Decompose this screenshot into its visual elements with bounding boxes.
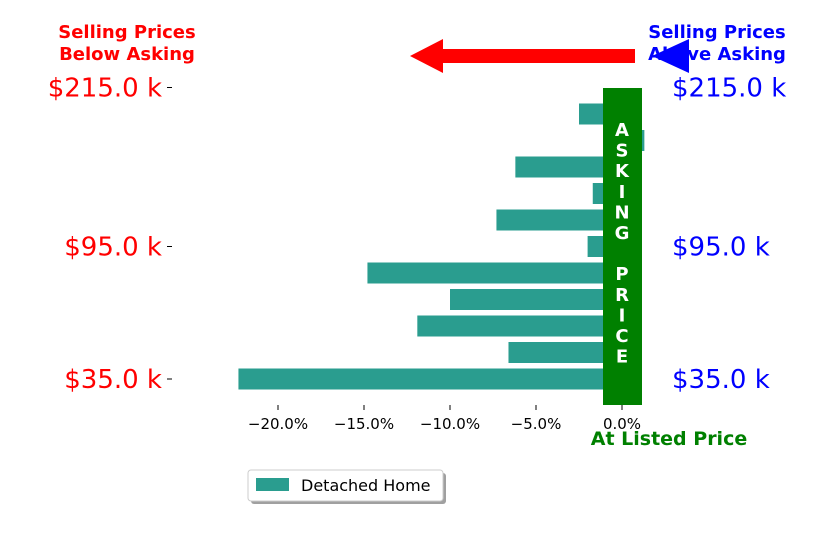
bar [496,209,622,231]
asking-price-letter: I [619,305,626,326]
asking-price-band [603,88,642,405]
asking-price-letter: R [615,285,629,306]
x-tick-label: −15.0% [334,415,394,433]
legend-swatch [256,478,289,491]
legend-label: Detached Home [301,476,431,495]
legend: Detached Home [247,469,446,504]
bar [367,262,622,284]
bar [515,156,622,178]
bar [417,315,622,337]
asking-price-letter: C [615,326,628,347]
y-tick-label-left: $35.0 k [64,365,162,395]
right-title-line1: Selling Prices [648,22,785,43]
y-tick-label-right: $35.0 k [672,365,770,395]
x-tick-label: 0.0% [603,415,641,433]
asking-price-letter: N [614,202,629,223]
asking-price-letter: I [619,182,626,203]
x-tick-label: −10.0% [420,415,480,433]
y-tick-label-left: $215.0 k [48,74,162,104]
asking-price-letter: A [615,120,629,141]
y-tick-label-right: $215.0 k [672,74,786,104]
asking-price-letter: G [615,223,630,244]
bar [508,342,622,363]
right-arrowhead [652,39,689,73]
asking-price-letter: E [616,347,628,368]
x-tick-label: −5.0% [511,415,562,433]
x-axis-caption: At Listed Price [591,428,747,450]
asking-price-letter: K [615,161,630,182]
asking-price-letter: P [615,264,628,285]
asking-price-letter: S [616,141,629,162]
left-title-line1: Selling Prices [58,22,195,43]
left-arrow [410,39,635,73]
y-tick-label-right: $95.0 k [672,233,770,263]
left-title-line2: Below Asking [59,44,195,65]
bar [450,289,622,310]
bar [238,368,622,390]
x-tick-label: −20.0% [248,415,308,433]
y-tick-label-left: $95.0 k [64,233,162,263]
